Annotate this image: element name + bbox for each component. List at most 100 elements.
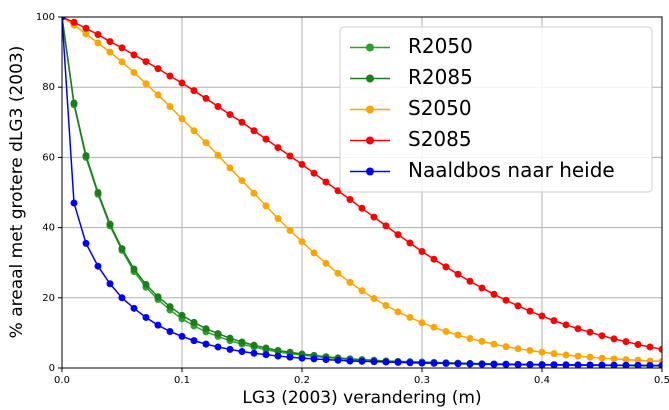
data-point [214,151,222,159]
data-point [370,358,378,366]
x-tick-label: 0.3 [414,375,430,386]
data-point [250,127,258,135]
data-point [70,18,78,26]
data-point [262,344,270,352]
data-point [322,178,330,186]
data-point [310,249,318,257]
data-point [586,353,594,361]
data-point [502,296,510,304]
data-point [646,361,654,368]
data-point [490,340,498,348]
plot-frame [61,16,663,369]
data-point [454,331,462,339]
data-point [190,87,198,95]
data-point [250,341,258,349]
y-tick-label: 100 [36,12,55,23]
data-point [118,58,126,66]
data-point [478,284,486,292]
data-point [178,115,186,123]
legend-marker [366,43,374,52]
data-point [214,343,222,351]
data-point [598,354,606,362]
data-point [178,311,186,319]
legend-marker [366,105,374,114]
data-point [658,345,662,353]
data-point [298,354,306,362]
legend-marker [366,74,374,83]
data-point [142,280,150,288]
y-tick-label: 20 [42,293,55,304]
data-point [274,214,282,222]
data-point [298,160,306,168]
data-point [214,103,222,111]
data-point [454,360,462,368]
data-point [214,330,222,338]
data-point [634,361,642,368]
data-point [394,308,402,316]
data-point [658,362,662,368]
data-point [106,280,114,288]
x-axis-label: LG3 (2003) verandering (m) [242,388,481,408]
data-point [238,177,246,185]
data-point [502,343,510,351]
data-point [598,332,606,340]
data-point [382,358,390,366]
data-point [514,345,522,353]
data-point [94,39,102,47]
data-point [610,355,618,363]
data-point [334,269,342,277]
data-point [406,313,414,321]
plot-area [62,17,662,368]
data-point [622,356,630,364]
data-point [550,317,558,325]
y-tick-label: 0 [49,363,55,374]
data-point [442,327,450,335]
data-point [130,51,138,59]
data-point [82,239,90,247]
legend-box [339,26,653,193]
data-point [346,357,354,365]
data-point [142,80,150,88]
data-point [562,351,570,359]
data-point [490,290,498,298]
data-point [634,356,642,364]
legend-marker [366,167,374,176]
data-point [142,58,150,66]
data-point [478,337,486,345]
data-point [250,189,258,197]
data-point [598,361,606,368]
data-point [550,361,558,368]
data-point [430,359,438,367]
data-point [418,359,426,367]
legend-label: R2085 [408,65,473,89]
data-point [154,293,162,301]
data-point [106,38,114,46]
data-point [202,340,210,348]
data-point [526,346,534,354]
y-tick-label: 80 [42,82,55,93]
data-point [62,17,66,21]
data-point [82,152,90,160]
data-point [370,213,378,221]
data-point [490,360,498,368]
data-point [646,343,654,351]
data-point [370,295,378,303]
data-point [262,351,270,359]
data-point [94,31,102,39]
data-point [478,360,486,368]
data-point [586,361,594,368]
data-point [358,287,366,295]
data-point [574,361,582,368]
data-point [82,24,90,32]
data-point [142,313,150,321]
data-point [322,259,330,267]
data-point [538,348,546,356]
data-point [226,164,234,172]
data-point [118,294,126,302]
data-point [94,262,102,270]
data-point [106,48,114,56]
data-point [190,127,198,135]
data-point [202,94,210,102]
data-point [166,103,174,111]
